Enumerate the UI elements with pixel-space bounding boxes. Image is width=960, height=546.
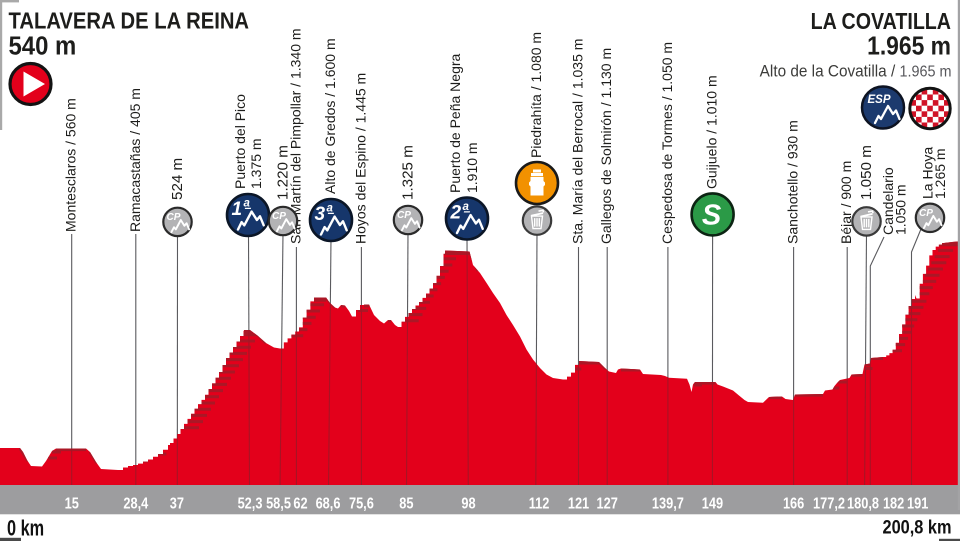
svg-text:Candelario: Candelario xyxy=(880,167,896,235)
svg-text:a: a xyxy=(463,201,470,213)
svg-text:Guijuelo / 1.010 m: Guijuelo / 1.010 m xyxy=(704,75,720,189)
svg-text:Sanchotello / 930 m: Sanchotello / 930 m xyxy=(785,120,801,244)
svg-text:Montesclaros / 560 m: Montesclaros / 560 m xyxy=(63,98,79,232)
svg-text:121: 121 xyxy=(568,495,589,513)
svg-text:CP: CP xyxy=(397,210,411,221)
svg-text:1.050 m: 1.050 m xyxy=(893,184,909,235)
svg-text:1.910 m: 1.910 m xyxy=(464,142,480,193)
svg-text:540 m: 540 m xyxy=(9,32,77,61)
svg-text:0 km: 0 km xyxy=(7,516,44,541)
svg-text:Sta. María del Berrocal / 1.03: Sta. María del Berrocal / 1.035 m xyxy=(570,39,586,244)
svg-text:a: a xyxy=(327,203,334,215)
svg-text:ESP: ESP xyxy=(868,94,891,106)
svg-text:177,2: 177,2 xyxy=(813,495,845,513)
svg-text:68,6: 68,6 xyxy=(316,495,341,513)
svg-text:191: 191 xyxy=(907,495,928,513)
svg-text:37: 37 xyxy=(170,495,184,513)
svg-text:S: S xyxy=(702,199,722,231)
svg-text:28,4: 28,4 xyxy=(123,495,148,513)
svg-text:Alto de Gredos / 1.600 m: Alto de Gredos / 1.600 m xyxy=(322,38,338,194)
svg-text:Hoyos del Espino / 1.445 m: Hoyos del Espino / 1.445 m xyxy=(352,73,368,244)
svg-text:Piedrahíta / 1.080 m: Piedrahíta / 1.080 m xyxy=(528,32,544,158)
svg-text:1.325 m: 1.325 m xyxy=(400,145,417,200)
svg-text:Cespedosa de Tormes / 1.050 m: Cespedosa de Tormes / 1.050 m xyxy=(659,42,675,244)
svg-text:La Hoya: La Hoya xyxy=(920,147,936,199)
svg-text:Puerto de Peña Negra: Puerto de Peña Negra xyxy=(447,53,463,193)
svg-text:1.375 m: 1.375 m xyxy=(248,138,264,189)
svg-text:166: 166 xyxy=(783,495,804,513)
svg-text:58,5: 58,5 xyxy=(266,495,291,513)
svg-text:180,8: 180,8 xyxy=(847,495,879,513)
svg-text:Béjar / 900 m: Béjar / 900 m xyxy=(838,161,854,244)
svg-text:127: 127 xyxy=(597,495,618,513)
svg-text:CP: CP xyxy=(167,212,181,223)
svg-text:62: 62 xyxy=(293,495,307,513)
svg-text:85: 85 xyxy=(399,495,413,513)
svg-text:San Martín del Pimpollar / 1.3: San Martín del Pimpollar / 1.340 m xyxy=(287,28,303,244)
svg-text:15: 15 xyxy=(65,495,79,513)
svg-text:3: 3 xyxy=(315,204,326,225)
svg-text:LA COVATILLA: LA COVATILLA xyxy=(811,9,951,35)
svg-text:182: 182 xyxy=(883,495,904,513)
svg-text:1.265 m: 1.265 m xyxy=(932,148,948,199)
svg-text:Alto de la Covatilla / 1.965 m: Alto de la Covatilla / 1.965 m xyxy=(760,63,952,81)
svg-text:CP: CP xyxy=(272,211,286,222)
svg-text:Ramacastañas / 405 m: Ramacastañas / 405 m xyxy=(127,88,143,232)
svg-text:a: a xyxy=(244,198,251,210)
svg-text:139,7: 139,7 xyxy=(652,495,684,513)
svg-text:52,3: 52,3 xyxy=(238,495,263,513)
svg-text:2: 2 xyxy=(450,203,462,224)
svg-text:1.965 m: 1.965 m xyxy=(867,32,951,61)
svg-text:524 m: 524 m xyxy=(169,158,186,200)
svg-text:TALAVERA DE LA REINA: TALAVERA DE LA REINA xyxy=(9,7,250,34)
svg-text:200,8 km: 200,8 km xyxy=(883,516,952,537)
svg-text:1: 1 xyxy=(232,199,243,220)
svg-text:1.220 m: 1.220 m xyxy=(275,145,292,200)
svg-text:CP: CP xyxy=(919,208,933,219)
svg-text:149: 149 xyxy=(702,495,723,513)
svg-text:Gallegos de Solmirón / 1.130 m: Gallegos de Solmirón / 1.130 m xyxy=(598,48,614,244)
svg-text:75,6: 75,6 xyxy=(349,495,374,513)
svg-text:98: 98 xyxy=(461,495,475,513)
svg-text:1.050 m: 1.050 m xyxy=(858,145,875,200)
svg-text:Puerto del Pico: Puerto del Pico xyxy=(232,94,248,189)
svg-text:112: 112 xyxy=(529,495,550,513)
